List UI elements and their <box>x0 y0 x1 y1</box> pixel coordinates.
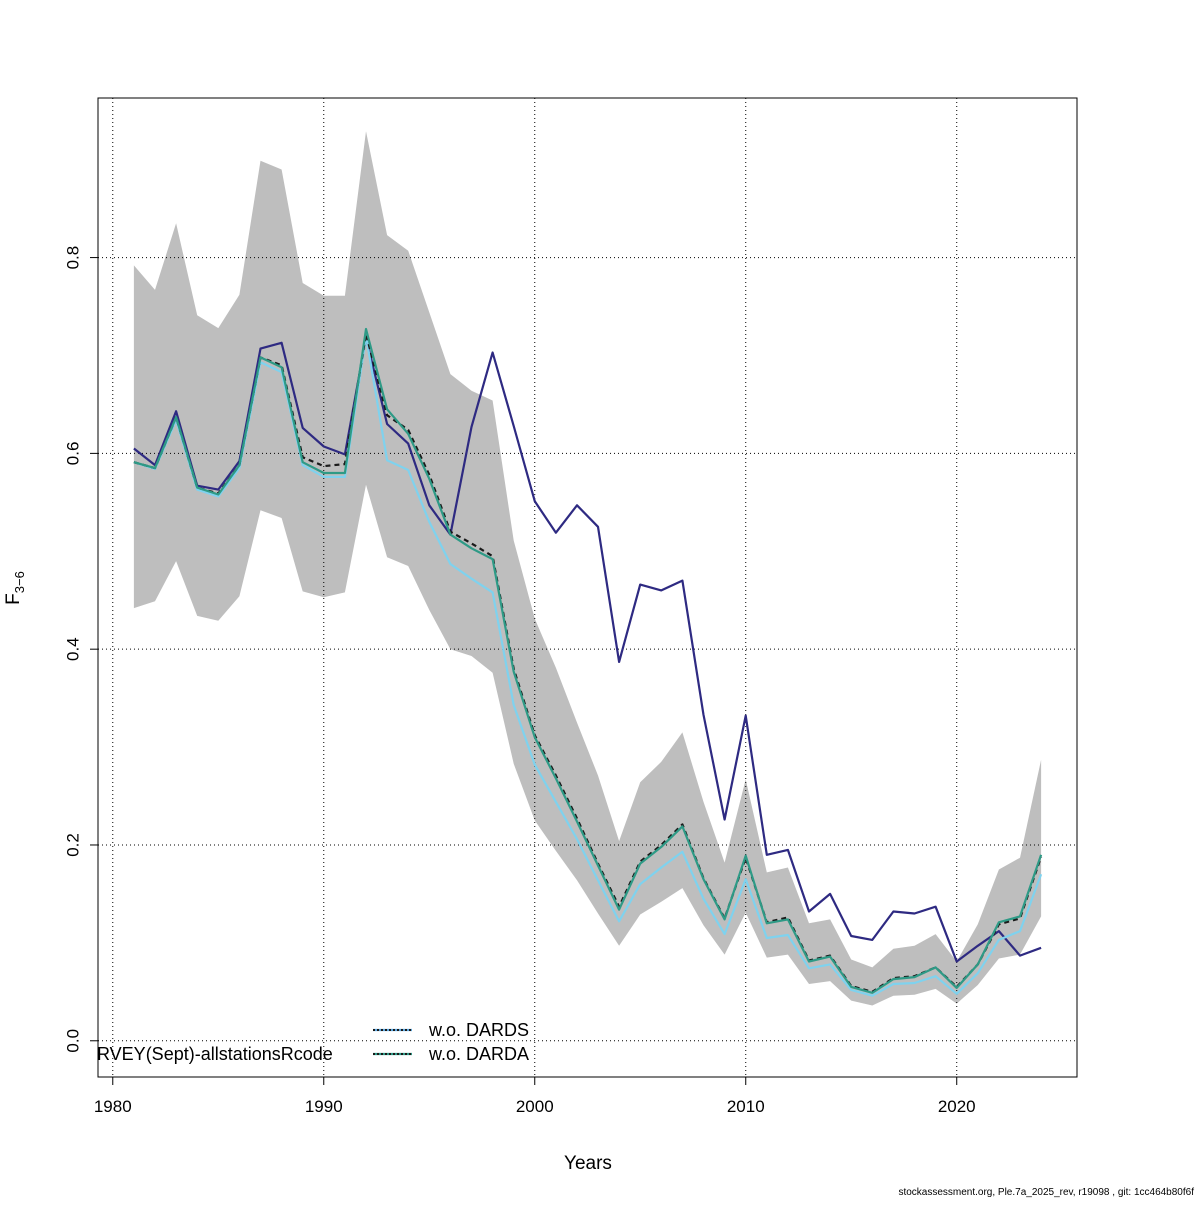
series-layer <box>133 327 1043 997</box>
grid-layer <box>98 98 1077 1077</box>
y-tick-label: 0.8 <box>64 246 83 270</box>
x-tick-label: 2010 <box>727 1097 765 1116</box>
x-tick-label: 2000 <box>516 1097 554 1116</box>
plot-frame <box>97 97 1078 1078</box>
axis-layer: 1980 1990 2000 2010 2020 0.0 0.2 0.4 0.6 0.8 <box>64 97 1078 1116</box>
confidence-band-layer <box>133 131 1042 1006</box>
y-tick-label: 0.6 <box>64 442 83 466</box>
y-tick-label: 0.0 <box>64 1029 83 1053</box>
x-tick-label: 2020 <box>938 1097 976 1116</box>
y-axis-label-main: F <box>3 593 24 605</box>
footer-credit: stockassessment.org, Ple.7a_2025_rev, r1… <box>898 1187 1194 1198</box>
y-axis-label: F3−6 <box>3 571 27 605</box>
legend-label: w.o. DARDA <box>428 1044 529 1064</box>
x-tick-label: 1990 <box>305 1097 343 1116</box>
legend-label: RVEY(Sept)-allstationsRcode <box>97 1044 333 1064</box>
confidence-band <box>133 131 1042 1006</box>
x-axis-label: Years <box>564 1153 612 1174</box>
y-tick-label: 0.4 <box>64 637 83 661</box>
legend-label: w.o. DARDS <box>428 1020 529 1040</box>
y-axis-label-subscript: 3−6 <box>12 571 27 593</box>
series-main-line <box>133 336 1042 963</box>
x-tick-label: 1980 <box>94 1097 132 1116</box>
legend: RVEY(Sept)-allstationsRcode w.o. DARDS w.o… <box>97 1020 529 1064</box>
y-tick-label: 0.2 <box>64 833 83 857</box>
series-teal-line <box>133 327 1043 994</box>
